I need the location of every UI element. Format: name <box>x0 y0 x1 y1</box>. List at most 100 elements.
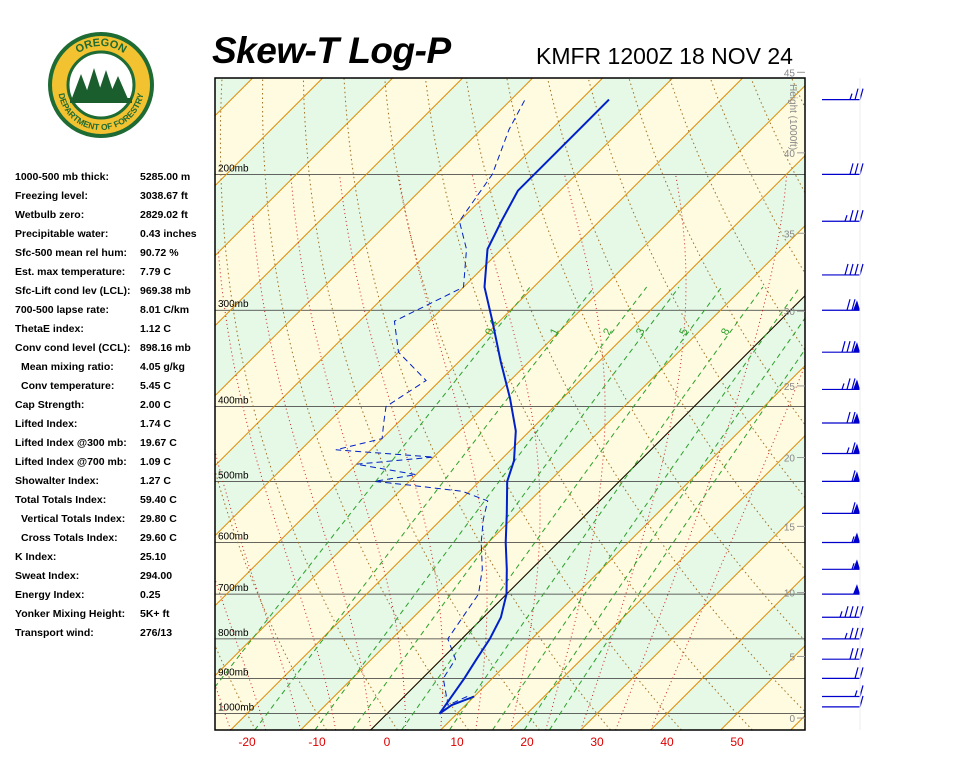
stat-value: 25.10 <box>140 551 167 563</box>
mixing-ratio-label: 1 <box>548 327 561 338</box>
wind-barb <box>822 627 864 640</box>
stat-label: 1000-500 mb thick: <box>15 171 109 183</box>
svg-text:OREGON: OREGON <box>74 37 129 56</box>
height-tick-label: 45 <box>784 68 796 79</box>
stat-label: Lifted Index: <box>15 418 78 430</box>
barb-flag <box>841 341 846 353</box>
isobar-label: 400mb <box>218 396 249 407</box>
barb-flag <box>851 502 856 514</box>
barb-flag <box>844 263 849 276</box>
stat-row: Transport wind: 276/13 <box>15 624 215 643</box>
dewpoint-line <box>335 99 526 706</box>
isotherm-line <box>215 78 534 397</box>
stat-label: Sfc-500 mean rel hum: <box>15 247 128 259</box>
stat-row: ThetaE index: 1.12 C <box>15 320 215 339</box>
stat-row: Sweat Index: 294.00 <box>15 567 215 586</box>
wind-barb <box>822 695 864 708</box>
stat-label: Energy Index: <box>15 589 85 601</box>
moist-adiabat <box>471 174 541 730</box>
dry-adiabat <box>465 78 805 713</box>
stat-value: 8.01 C/km <box>140 304 190 316</box>
stat-value: 7.79 C <box>140 266 171 278</box>
stat-value: 1.12 C <box>140 323 171 335</box>
wind-barb <box>822 685 864 698</box>
logo-top-text: OREGON <box>74 37 129 56</box>
moist-adiabat <box>52 415 126 730</box>
mixing-ratio-line <box>351 286 680 730</box>
wind-barb <box>822 378 860 391</box>
mixing-ratio-label: 8 <box>719 327 732 338</box>
barb-flag <box>854 263 859 276</box>
isobar-label: 500mb <box>218 470 249 481</box>
dry-adiabat <box>84 78 185 730</box>
stat-row: Sfc-Lift cond lev (LCL): 969.38 mb <box>15 282 215 301</box>
barb-pennant <box>853 443 860 454</box>
mixing-ratio-label: 0.4 <box>483 318 500 337</box>
moist-adiabat <box>78 390 161 731</box>
wind-barb <box>822 442 860 455</box>
stat-row: Conv cond level (CCL): 898.16 mb <box>15 339 215 358</box>
wind-barbs <box>822 78 864 730</box>
barb-half-flag <box>854 690 858 697</box>
wind-barb <box>822 470 860 483</box>
temperature-tick-label: 20 <box>520 735 534 749</box>
stat-row: Lifted Index @300 mb: 19.67 C <box>15 434 215 453</box>
barb-pennant <box>853 379 860 390</box>
oregon-forestry-logo: OREGON DEPARTMENT OF FORESTRY <box>46 30 156 140</box>
mixing-ratio-line <box>492 286 801 730</box>
stat-label: Lifted Index @700 mb: <box>15 456 127 468</box>
stat-label: Conv temperature: <box>21 380 115 392</box>
stat-label: Transport wind: <box>15 627 94 639</box>
barb-flag <box>849 210 854 222</box>
wind-barb <box>822 559 860 570</box>
barb-flag <box>851 470 856 482</box>
moist-adiabat <box>104 367 196 730</box>
stat-label: Conv cond level (CCL): <box>15 342 131 354</box>
stat-row: Showalter Index: 1.27 C <box>15 472 215 491</box>
mixing-ratio-label: 2 <box>601 327 614 338</box>
stat-label: Cross Totals Index: <box>21 532 118 544</box>
stat-row: Freezing level: 3038.67 ft <box>15 187 215 206</box>
temperature-tick-label: -20 <box>238 735 256 749</box>
isobar-label: 300mb <box>218 299 249 310</box>
wind-barb <box>822 502 860 514</box>
wind-barb <box>822 532 860 544</box>
stat-value: 29.80 C <box>140 513 177 525</box>
barb-half-flag <box>851 536 855 543</box>
barb-half-flag <box>851 563 855 570</box>
height-tick-label: 30 <box>784 307 796 318</box>
isobar-label: 900mb <box>218 667 249 678</box>
mixing-ratio-line <box>314 286 647 730</box>
barb-pennant <box>853 412 860 423</box>
barb-flag <box>854 667 859 679</box>
isotherm-line <box>440 364 805 730</box>
plot-frame <box>214 77 806 731</box>
dry-adiabat <box>219 78 398 730</box>
stat-label: Wetbulb zero: <box>15 209 85 221</box>
barb-flag <box>849 163 854 175</box>
isobar-label: 700mb <box>218 583 249 594</box>
moist-adiabat <box>615 174 788 730</box>
stat-row: Cap Strength: 2.00 C <box>15 396 215 415</box>
stat-row: Wetbulb zero: 2829.02 ft <box>15 206 215 225</box>
axis-labels: 200mb 300mb 400mb 500mb 600mb 700mb 800mb 900mb… <box>218 68 805 749</box>
barb-flag <box>846 299 851 311</box>
stat-row: Sfc-500 mean rel hum: 90.72 % <box>15 244 215 263</box>
stat-label: Showalter Index: <box>15 475 100 487</box>
temperature-line <box>438 98 610 715</box>
barb-half-flag <box>839 611 843 618</box>
barb-flag <box>849 627 854 640</box>
stat-label: K Index: <box>15 551 57 563</box>
barb-flag <box>844 606 849 618</box>
stat-row: Mean mixing ratio: 4.05 g/kg <box>15 358 215 377</box>
mixing-ratio-line <box>254 286 595 730</box>
isotherm-line <box>790 714 805 730</box>
height-tick-label: 40 <box>784 149 796 160</box>
isotherm-line <box>580 504 805 730</box>
barb-pennant <box>853 584 860 595</box>
barb-flag <box>854 210 859 222</box>
dry-adiabat <box>547 78 805 571</box>
stat-row: Est. max temperature: 7.79 C <box>15 263 215 282</box>
stat-label: Sweat Index: <box>15 570 80 582</box>
temperature-tick-label: 10 <box>450 735 464 749</box>
